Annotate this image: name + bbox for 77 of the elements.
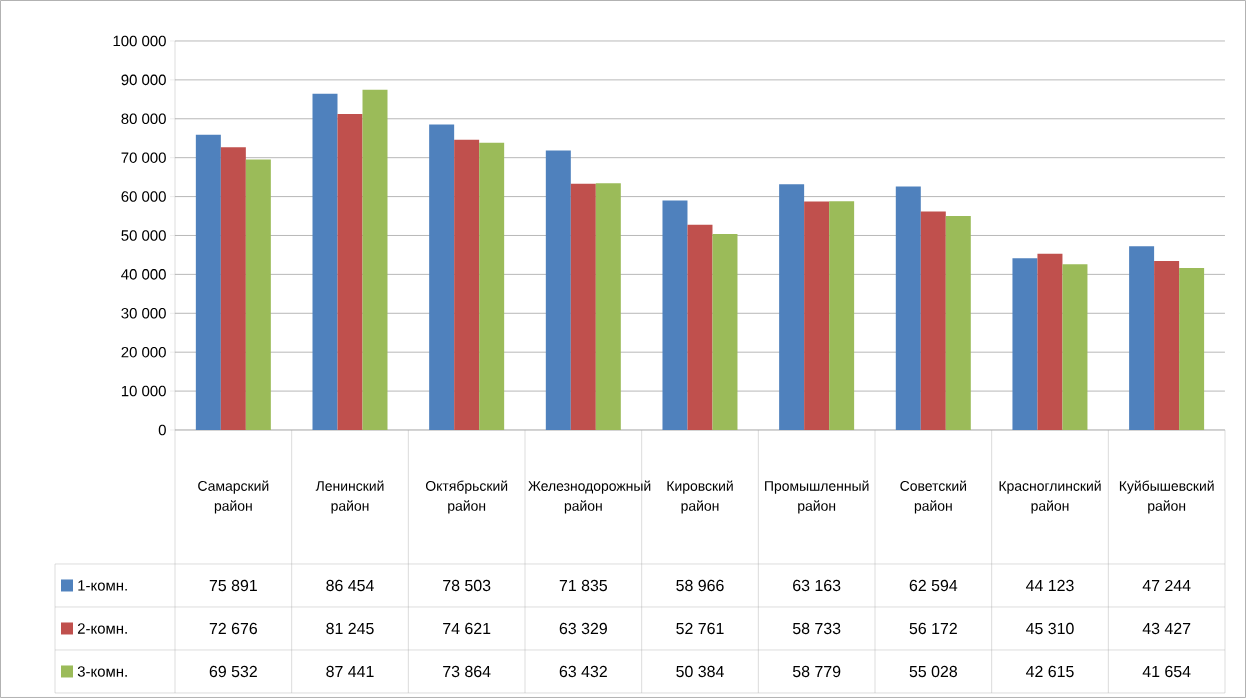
y-tick-label: 70 000 <box>121 152 166 163</box>
legend-label: 1-комн. <box>78 580 127 591</box>
bar <box>545 150 571 430</box>
bar <box>1154 261 1180 430</box>
x-tick-label: Красноглинский район <box>999 480 1101 514</box>
y-tick-label: 30 000 <box>121 307 166 319</box>
data-label: 87 441 <box>326 665 374 678</box>
y-tick-label: 90 000 <box>121 74 166 86</box>
data-label: 58 966 <box>676 579 724 592</box>
data-label: 63 163 <box>793 579 841 592</box>
bar <box>429 124 455 430</box>
bar <box>804 201 830 430</box>
bar <box>1037 253 1063 430</box>
data-label: 75 891 <box>209 579 257 592</box>
data-label: 42 615 <box>1025 665 1074 678</box>
x-tick-label: Октябрьский район <box>425 480 508 514</box>
y-tick-label: 10 000 <box>121 385 166 397</box>
data-label: 78 503 <box>443 579 491 592</box>
y-tick-label: 80 000 <box>121 113 166 125</box>
bar <box>779 184 805 430</box>
data-label: 58 733 <box>792 622 841 635</box>
data-label: 43 427 <box>1142 622 1191 635</box>
bar <box>479 142 505 430</box>
y-tick-label: 0 <box>158 424 166 436</box>
bar <box>662 200 688 430</box>
y-tick-label: 60 000 <box>121 191 166 202</box>
data-label: 81 245 <box>326 622 374 635</box>
y-tick-label: 100 000 <box>113 35 166 47</box>
data-label: 55 028 <box>909 665 957 678</box>
data-label: 73 864 <box>443 665 491 678</box>
x-tick-label: Советский район <box>900 480 967 514</box>
y-tick-label: 40 000 <box>121 269 166 280</box>
bar <box>829 201 855 430</box>
bar <box>362 89 388 430</box>
bar <box>1062 264 1088 430</box>
bar <box>920 211 946 430</box>
bar <box>570 183 596 430</box>
data-label: 58 779 <box>792 665 841 678</box>
x-tick-label: Самарский район <box>198 480 269 514</box>
data-label: 50 384 <box>676 665 724 678</box>
x-tick-label: Промышленный район <box>765 480 869 514</box>
bar <box>1129 246 1155 430</box>
x-tick-label: Куйбышевский район <box>1119 480 1214 514</box>
data-label: 45 310 <box>1025 622 1074 635</box>
bar <box>312 93 338 430</box>
data-label: 63 432 <box>559 665 607 678</box>
bar <box>895 186 921 430</box>
x-tick-label: Железнодорожный район <box>528 480 651 514</box>
data-label: 47 244 <box>1142 579 1191 592</box>
bar <box>195 134 221 430</box>
x-tick-label: Кировский район <box>667 480 733 514</box>
bar <box>1012 258 1038 430</box>
data-label: 63 329 <box>559 622 607 635</box>
bar <box>337 113 363 430</box>
bar <box>454 139 480 430</box>
bar <box>945 215 971 430</box>
legend-label: 3-комн. <box>77 666 127 677</box>
bar <box>1179 267 1205 430</box>
data-label: 72 676 <box>209 622 257 635</box>
bar <box>245 159 271 430</box>
data-label: 56 172 <box>909 622 957 635</box>
y-tick-label: 20 000 <box>121 346 166 358</box>
bar <box>220 147 246 430</box>
data-label: 62 594 <box>909 579 958 592</box>
data-label: 69 532 <box>209 665 257 678</box>
legend-label: 2-комн. <box>77 623 127 634</box>
bar <box>595 183 621 430</box>
bar <box>687 224 713 430</box>
x-tick-label: Ленинский район <box>315 480 384 514</box>
y-tick-label: 50 000 <box>121 230 166 241</box>
data-label: 86 454 <box>326 579 374 592</box>
data-label: 74 621 <box>443 622 491 635</box>
data-label: 71 835 <box>559 579 608 592</box>
bar <box>712 233 738 430</box>
data-label: 44 123 <box>1025 579 1074 592</box>
data-label: 52 761 <box>676 622 724 635</box>
data-label: 41 654 <box>1142 665 1191 678</box>
